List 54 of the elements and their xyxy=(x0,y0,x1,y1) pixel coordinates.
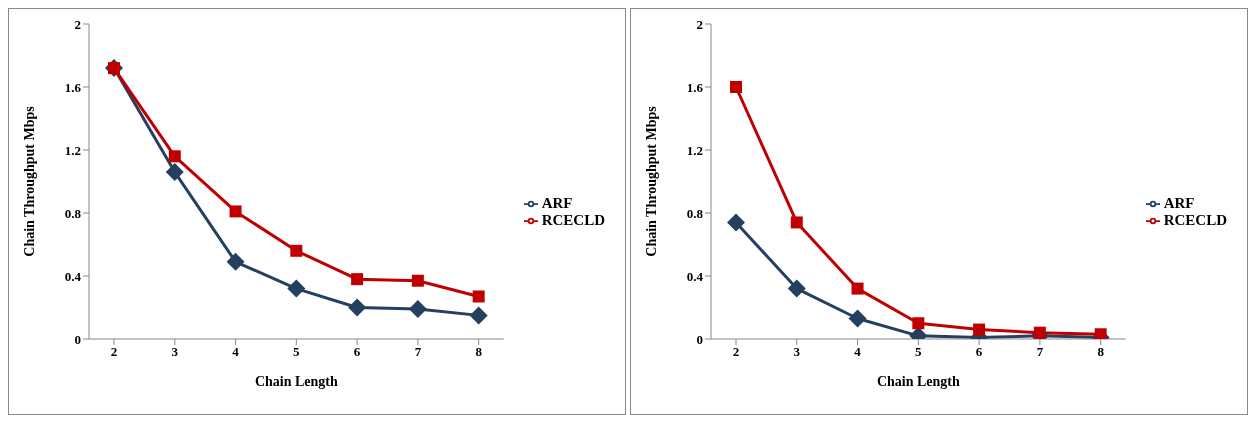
y-tick-label: 1.6 xyxy=(64,79,82,95)
y-tick-label: 0.4 xyxy=(64,268,82,284)
legend-label: ARF xyxy=(1163,194,1195,211)
y-tick-label: 0 xyxy=(74,331,81,347)
point xyxy=(290,244,303,257)
point xyxy=(408,300,427,319)
y-tick-label: 2 xyxy=(74,16,81,32)
legend-label: ARF xyxy=(541,194,573,211)
point xyxy=(351,273,364,286)
x-tick-label: 3 xyxy=(793,344,801,360)
x-tick-label: 2 xyxy=(110,344,118,360)
point xyxy=(469,306,488,325)
x-tick-label: 2 xyxy=(732,344,740,360)
y-tick-label: 1.2 xyxy=(64,142,81,158)
point xyxy=(226,252,245,271)
point xyxy=(727,213,745,232)
y-tick-label: 2 xyxy=(696,16,703,32)
x-tick-label: 4 xyxy=(854,344,862,360)
point xyxy=(348,298,367,317)
y-tick-label: 1.2 xyxy=(686,142,703,158)
point xyxy=(287,279,306,298)
point xyxy=(730,81,742,93)
x-tick-label: 7 xyxy=(1036,344,1044,360)
x-tick-label: 7 xyxy=(414,344,422,360)
y-tick-label: 0 xyxy=(696,331,703,347)
x-tick-label: 8 xyxy=(1097,344,1105,360)
y-axis-title: Chain Throughput Mbps xyxy=(643,105,659,257)
point xyxy=(848,309,867,328)
legend-label: RCECLD xyxy=(1163,211,1227,228)
point xyxy=(912,317,925,330)
y-tick-label: 0.8 xyxy=(686,205,704,221)
x-tick-label: 6 xyxy=(975,344,983,360)
x-axis-title: Chain Length xyxy=(254,374,338,389)
x-axis-title: Chain Length xyxy=(876,374,960,389)
y-tick-label: 0.8 xyxy=(64,205,82,221)
x-tick-label: 8 xyxy=(475,344,483,360)
x-tick-label: 5 xyxy=(915,344,923,360)
x-tick-label: 4 xyxy=(232,344,240,360)
point xyxy=(851,282,864,295)
x-tick-label: 6 xyxy=(353,344,361,360)
point xyxy=(973,323,986,336)
y-tick-label: 1.6 xyxy=(686,79,704,95)
x-tick-label: 3 xyxy=(171,344,179,360)
point xyxy=(165,163,184,182)
point xyxy=(229,205,242,218)
point xyxy=(472,290,485,303)
point xyxy=(411,274,424,287)
point xyxy=(790,216,803,229)
x-tick-label: 5 xyxy=(293,344,301,360)
legend-label: RCECLD xyxy=(541,211,605,228)
y-tick-label: 0.4 xyxy=(686,268,704,284)
y-axis-title: Chain Throughput Mbps xyxy=(21,105,37,257)
point xyxy=(168,150,181,163)
point xyxy=(787,279,806,298)
